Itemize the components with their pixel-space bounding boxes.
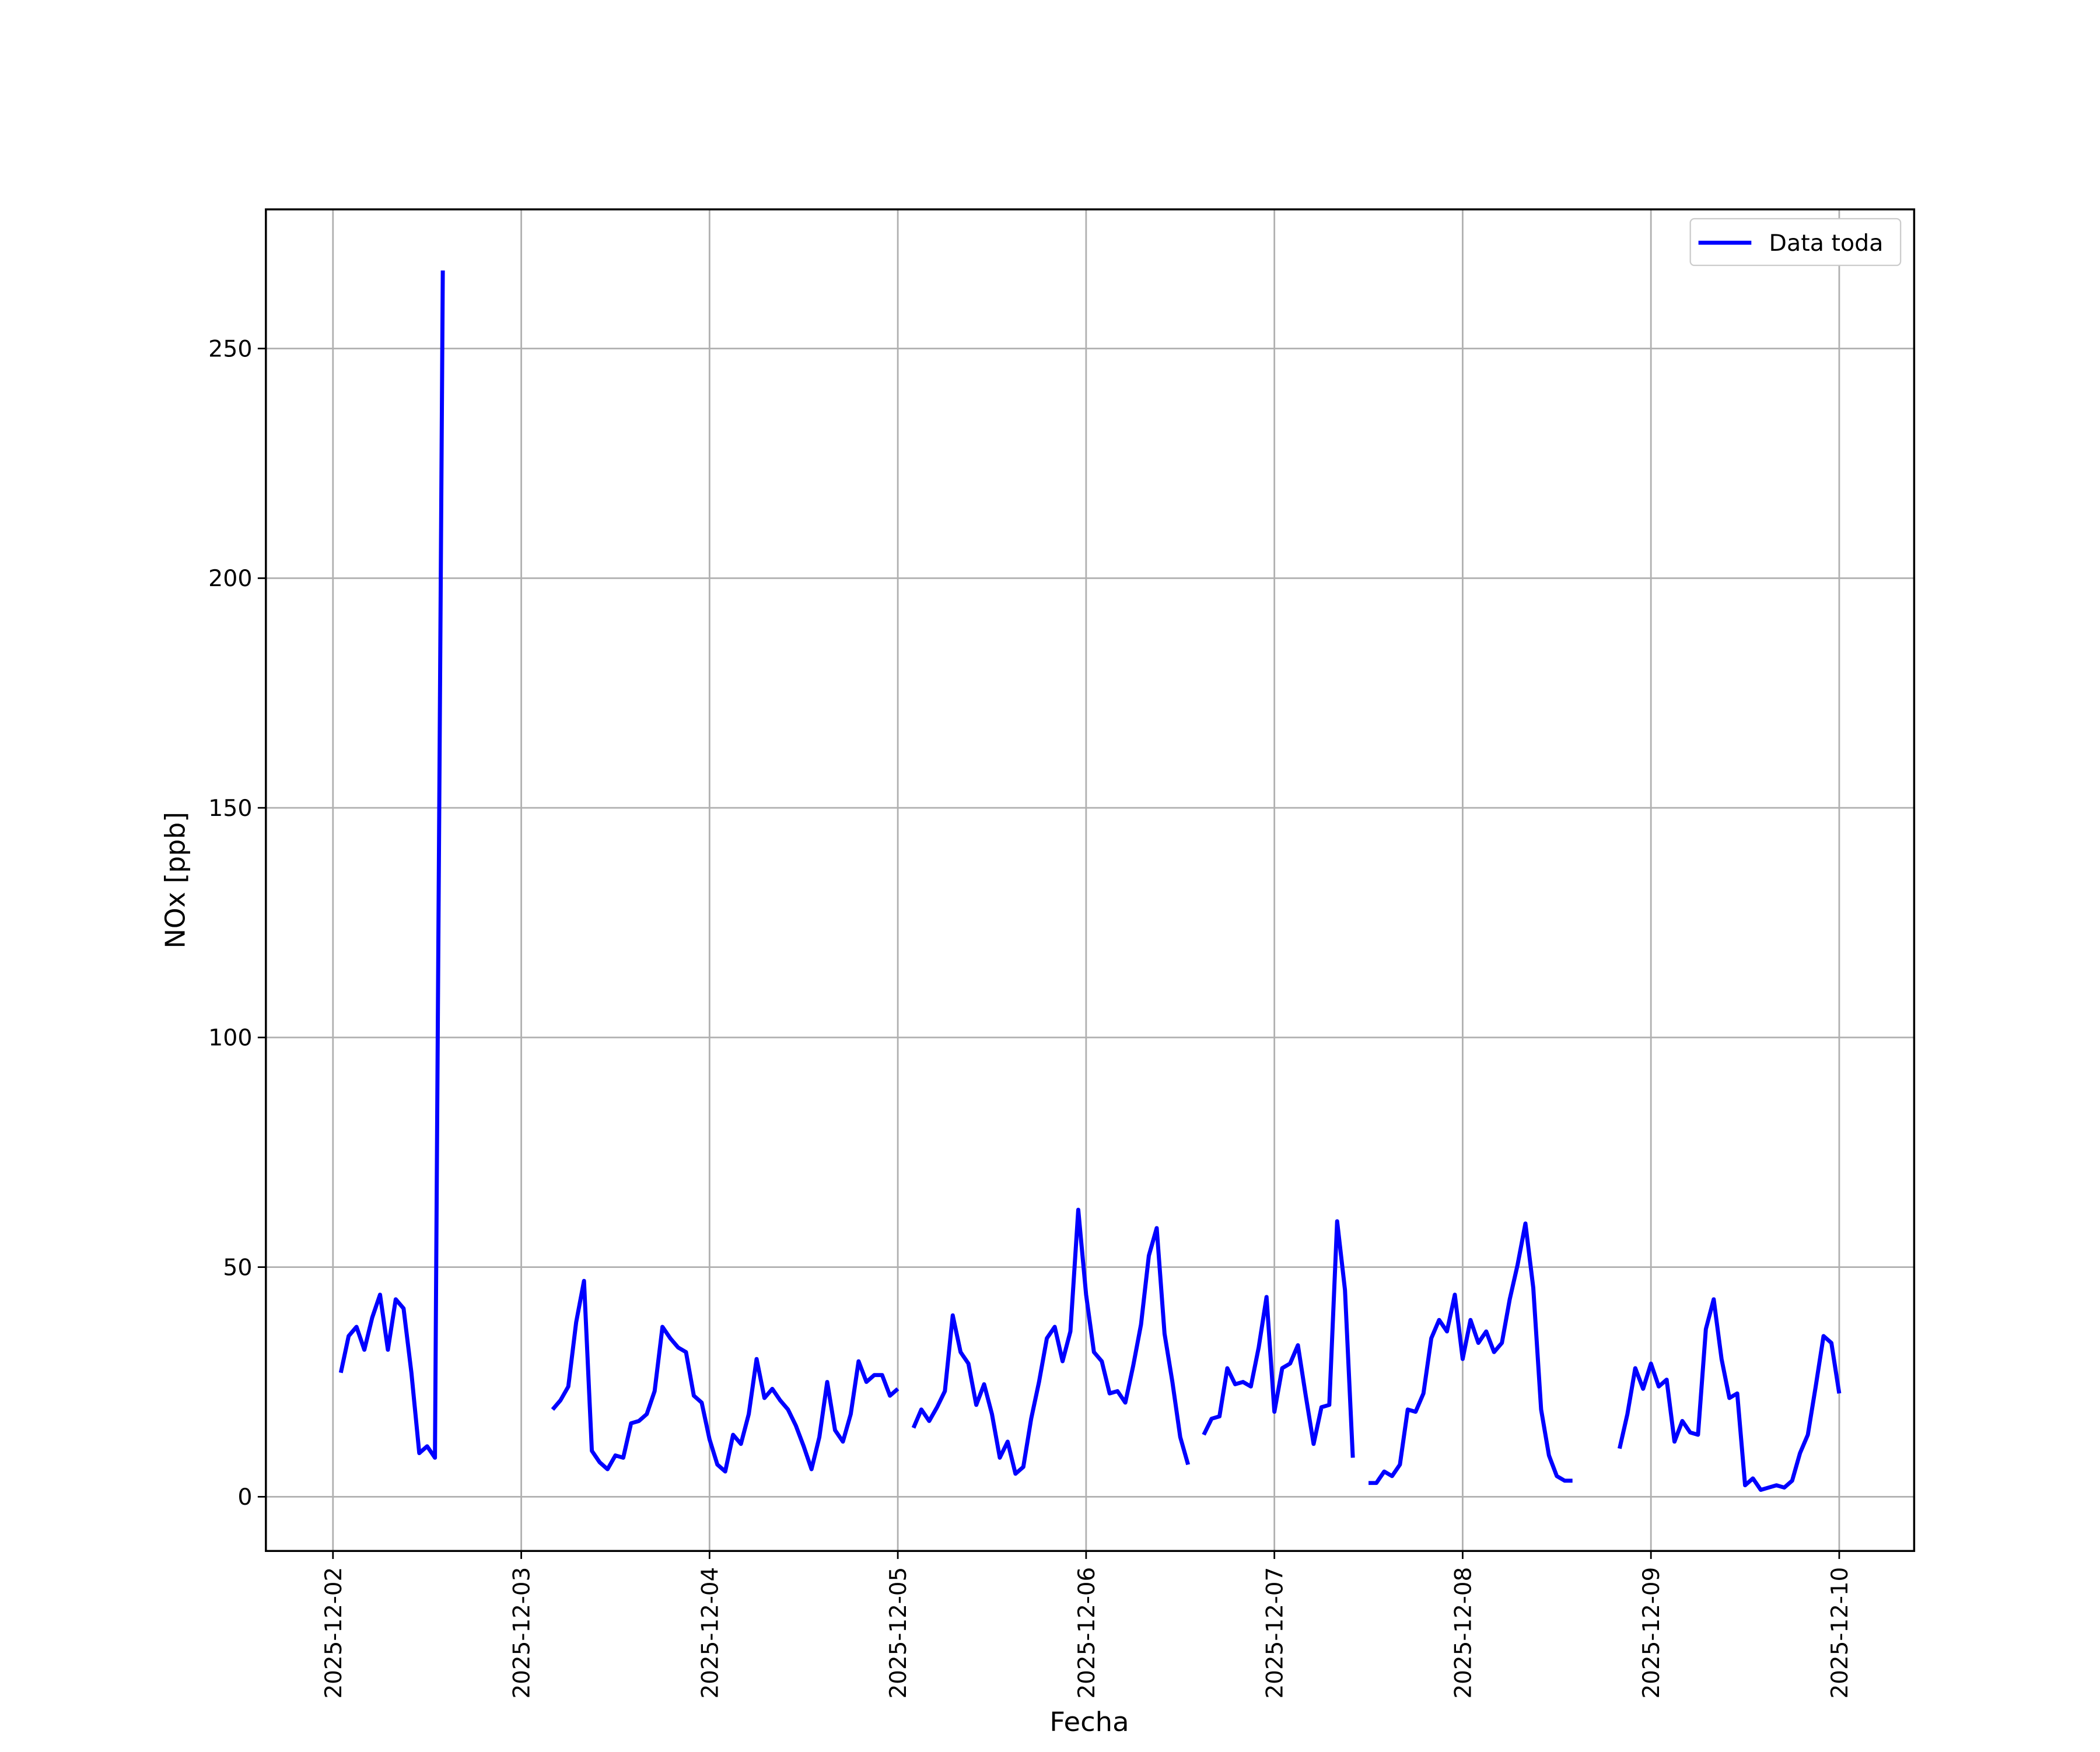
x-tick-label: 2025-12-07 xyxy=(1262,1567,1288,1699)
y-tick-label: 0 xyxy=(237,1484,252,1511)
x-tick-label: 2025-12-08 xyxy=(1450,1567,1476,1699)
y-tick-label: 100 xyxy=(208,1025,252,1052)
x-tick-label: 2025-12-10 xyxy=(1827,1567,1853,1699)
y-tick-label: 250 xyxy=(208,337,252,363)
legend-label: Data toda xyxy=(1769,230,1884,257)
x-tick-label: 2025-12-04 xyxy=(697,1567,723,1699)
data-line xyxy=(338,270,1842,1492)
y-tick-label: 200 xyxy=(208,566,252,592)
legend-box xyxy=(1689,218,1902,267)
x-tick-label: 2025-12-06 xyxy=(1074,1567,1100,1699)
legend: Data toda xyxy=(1689,218,1902,267)
x-tick-label: 2025-12-02 xyxy=(320,1567,346,1699)
y-axis-label: NOx [ppb] xyxy=(159,812,191,949)
x-tick-label: 2025-12-05 xyxy=(886,1567,912,1699)
y-tick-label: 50 xyxy=(223,1255,252,1281)
plot-frame xyxy=(265,208,1916,1553)
x-tick-label: 2025-12-09 xyxy=(1639,1567,1665,1699)
y-tick-label: 150 xyxy=(208,796,252,822)
x-tick-label: 2025-12-03 xyxy=(509,1567,535,1699)
x-axis-label: Fecha xyxy=(1049,1706,1129,1737)
